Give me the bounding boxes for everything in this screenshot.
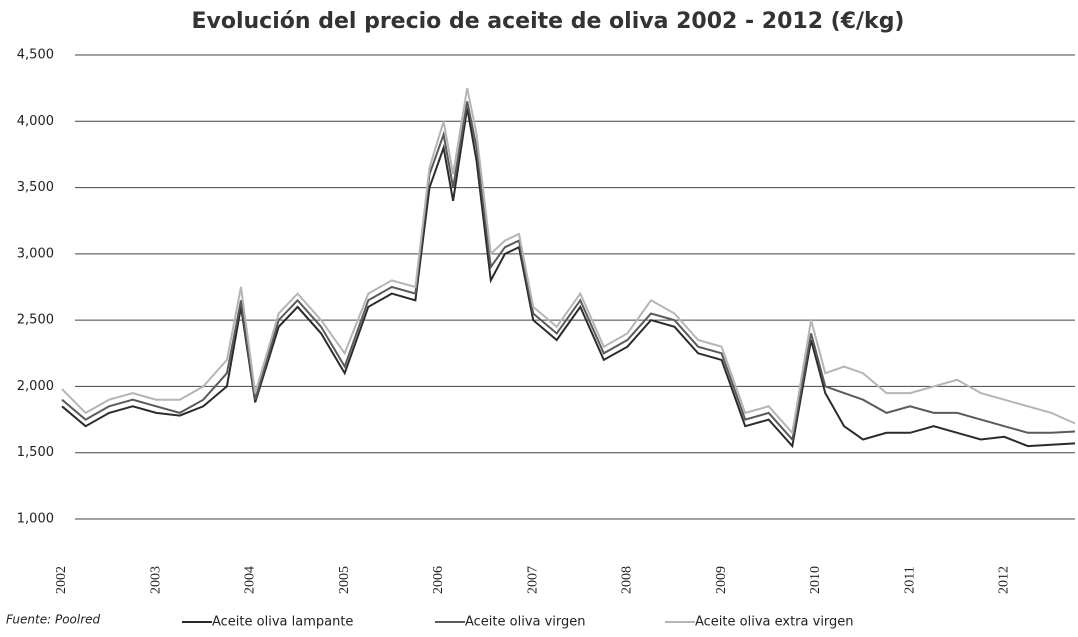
series-line (61, 101, 1076, 442)
y-tick-label: 2,500 (17, 313, 54, 328)
x-tick-label: 2009 (714, 566, 729, 594)
x-tick-label: 2007 (525, 566, 540, 594)
x-tick-label: 2003 (148, 566, 163, 594)
y-tick-label: 4,000 (17, 114, 54, 129)
y-tick-label: 1,000 (17, 512, 54, 527)
y-tick-label: 1,500 (17, 445, 54, 460)
source: Fuente: Poolred (6, 613, 101, 627)
x-tick-label: 2004 (243, 566, 258, 594)
y-tick-label: 3,000 (17, 246, 54, 261)
x-tick-label: 2005 (337, 566, 352, 594)
x-tick-label: 2011 (902, 566, 917, 593)
x-tick-label: 2010 (808, 566, 823, 594)
chart-title: Evolución del precio de aceite de oliva … (192, 9, 905, 34)
x-tick-label: 2012 (997, 566, 1012, 594)
series-line (61, 107, 1076, 449)
x-tick-label: 2008 (620, 566, 635, 594)
y-tick-label: 2,000 (17, 379, 54, 394)
y-tick-label: 3,500 (17, 180, 54, 195)
legend-label: Aceite oliva lampante (212, 615, 353, 630)
series-line (61, 87, 1076, 436)
y-tick-label: 4,500 (17, 48, 54, 63)
legend-label: Aceite oliva virgen (465, 615, 586, 630)
legend-label: Aceite oliva extra virgen (695, 615, 854, 630)
x-tick-label: 2006 (431, 566, 446, 594)
x-tick-label: 2002 (54, 566, 69, 594)
